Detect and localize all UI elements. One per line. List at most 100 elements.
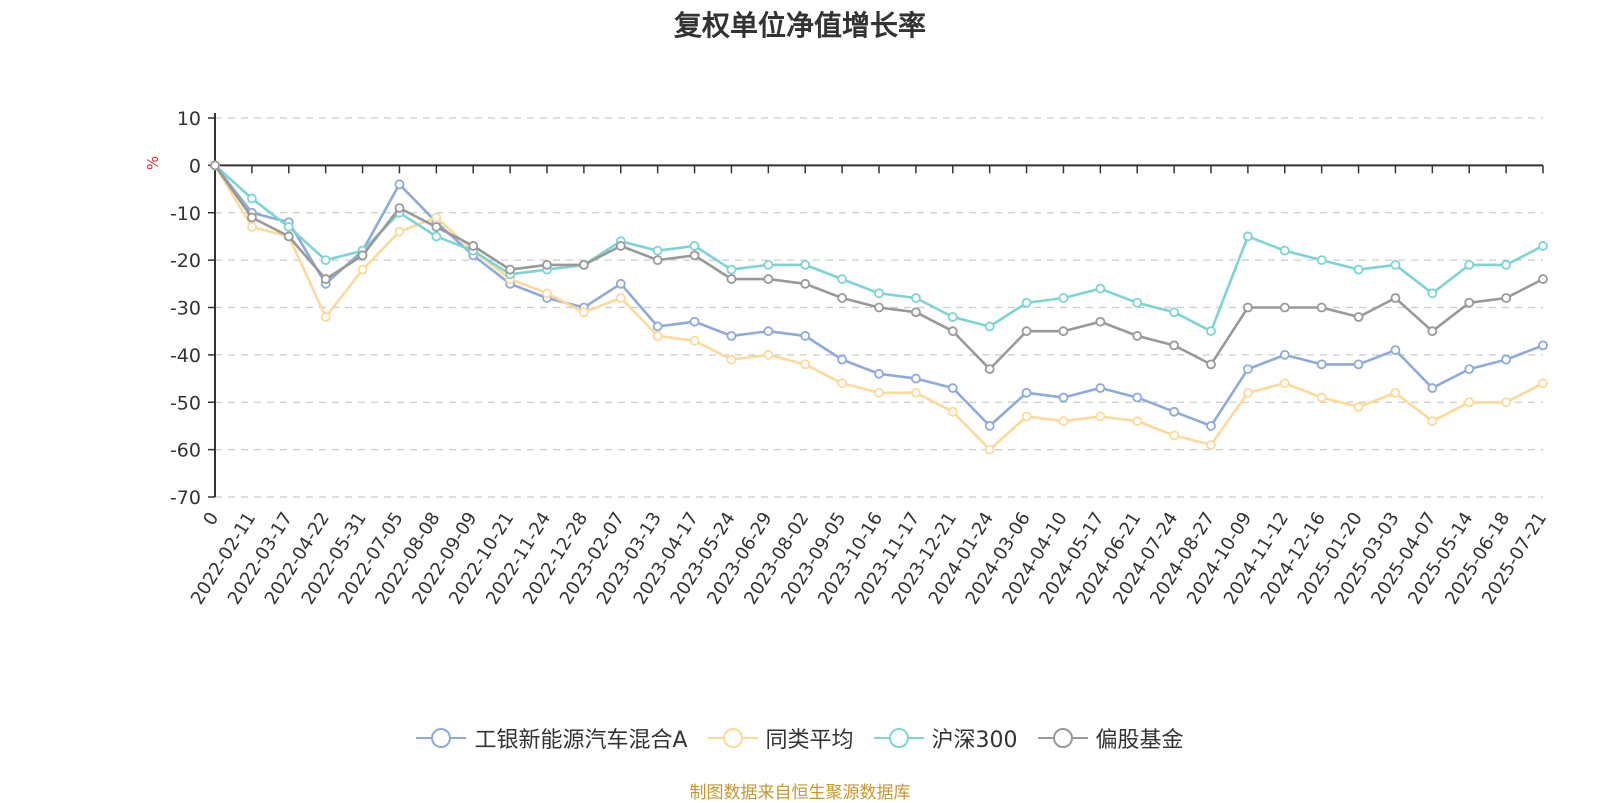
- data-point: [1390, 259, 1401, 270]
- data-point: [1538, 378, 1548, 389]
- data-point: [984, 364, 995, 374]
- series-line: [213, 164, 1544, 371]
- legend-item[interactable]: 沪深300: [873, 722, 1018, 754]
- data-point: [542, 288, 552, 299]
- data-point: [800, 331, 811, 341]
- data-point: [763, 259, 774, 270]
- data-point: [1058, 416, 1069, 427]
- data-point: [874, 302, 884, 313]
- data-point: [726, 264, 737, 275]
- data-point: [689, 241, 700, 251]
- y-tick-label: -50: [170, 392, 201, 414]
- data-point: [837, 354, 848, 365]
- data-point: [1316, 302, 1327, 313]
- data-point: [1427, 288, 1438, 299]
- series-3: [210, 160, 1548, 374]
- data-point: [1095, 316, 1106, 327]
- data-point: [1464, 259, 1475, 270]
- data-point: [984, 444, 995, 455]
- series-lines: [210, 160, 1548, 455]
- data-point: [652, 255, 663, 266]
- data-point: [910, 387, 921, 398]
- data-point: [615, 293, 626, 303]
- data-point: [1316, 255, 1327, 266]
- legend-item[interactable]: 偏股基金: [1037, 722, 1184, 754]
- data-point: [689, 316, 700, 327]
- chart-title: 复权单位净值增长率: [673, 9, 926, 42]
- data-point: [1353, 359, 1364, 370]
- data-point: [320, 274, 331, 284]
- data-point: [689, 335, 700, 346]
- legend-label: 偏股基金: [1095, 728, 1184, 753]
- y-tick-label: -30: [170, 298, 201, 320]
- data-point: [1021, 411, 1032, 422]
- data-point: [874, 387, 884, 398]
- data-point: [1021, 297, 1032, 308]
- data-point: [1316, 392, 1327, 403]
- data-point: [652, 331, 663, 341]
- data-point: [578, 259, 589, 270]
- legend-line-icon: [707, 727, 758, 749]
- legend[interactable]: 工银新能源汽车混合A 同类平均 沪深300 偏股基金: [0, 722, 1600, 754]
- data-point: [1095, 283, 1106, 294]
- data-point: [468, 241, 479, 251]
- data-point: [1427, 416, 1438, 427]
- data-point: [505, 264, 516, 275]
- data-point: [1021, 326, 1032, 337]
- data-point: [1169, 307, 1180, 318]
- data-point: [1169, 406, 1180, 417]
- data-point: [394, 179, 405, 190]
- data-point: [431, 222, 442, 232]
- y-tick-label: -20: [170, 250, 201, 272]
- data-point: [1169, 430, 1180, 441]
- data-point: [1169, 340, 1180, 351]
- legend-label: 沪深300: [931, 728, 1018, 753]
- data-point: [726, 354, 737, 365]
- data-point: [1095, 411, 1106, 422]
- data-point: [910, 373, 921, 384]
- data-point: [1206, 439, 1216, 450]
- data-point: [246, 222, 257, 232]
- data-point: [320, 312, 331, 322]
- legend-item[interactable]: 同类平均: [707, 722, 854, 754]
- data-point: [394, 203, 405, 213]
- legend-line-icon: [873, 727, 924, 749]
- y-tick-label: -10: [170, 203, 201, 225]
- data-point: [1242, 387, 1253, 398]
- data-point: [283, 231, 294, 242]
- data-point: [1390, 387, 1401, 398]
- data-point: [1390, 345, 1401, 356]
- data-point: [910, 293, 921, 303]
- data-point: [1279, 245, 1290, 256]
- data-point: [874, 368, 884, 379]
- data-point: [947, 312, 958, 322]
- data-point: [1427, 326, 1438, 337]
- data-point: [542, 259, 552, 270]
- data-point: [1538, 274, 1548, 284]
- data-point: [615, 278, 626, 289]
- data-point: [1390, 293, 1401, 303]
- data-point: [320, 255, 331, 266]
- data-point: [947, 406, 958, 417]
- data-point: [1464, 397, 1475, 408]
- legend-line-icon: [1037, 727, 1088, 749]
- data-point: [1058, 392, 1069, 403]
- data-point: [1279, 378, 1290, 389]
- data-point: [1464, 364, 1475, 374]
- data-point: [837, 293, 848, 303]
- legend-line-icon: [416, 727, 467, 749]
- data-point: [615, 241, 626, 251]
- x-tick-label: 0: [199, 509, 223, 530]
- y-tick-label: -70: [170, 487, 201, 509]
- data-point: [1206, 421, 1216, 431]
- data-point: [800, 278, 811, 289]
- data-point: [1279, 302, 1290, 313]
- data-point: [1353, 402, 1364, 412]
- data-point: [800, 259, 811, 270]
- data-point: [874, 288, 884, 299]
- y-axis-label: %: [144, 156, 162, 170]
- legend-item[interactable]: 工银新能源汽车混合A: [416, 722, 688, 754]
- data-point: [1501, 293, 1512, 303]
- y-axis-ticks: 10 0 -10 -20 -30 -40 -50 -60 -70: [170, 108, 215, 509]
- data-point: [837, 274, 848, 284]
